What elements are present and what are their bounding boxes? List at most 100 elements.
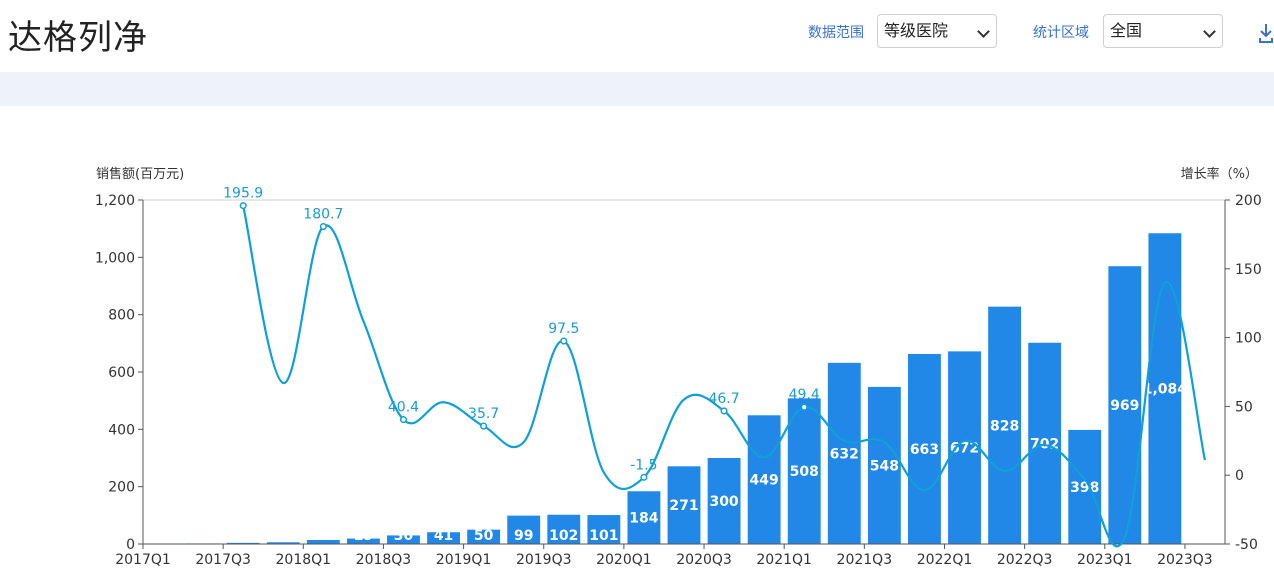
y-right-tick-label: 50	[1235, 399, 1253, 415]
growth-label: -1.5	[630, 457, 657, 473]
bar-label: 99	[514, 528, 533, 544]
bar-2021Q4	[908, 353, 941, 544]
bar-label: 632	[830, 446, 859, 462]
bar-2018Q3	[387, 535, 420, 544]
bar-2022Q1	[948, 351, 981, 544]
bar-2019Q2	[507, 515, 541, 544]
growth-label: 195.9	[223, 186, 263, 202]
y-left-tick-label: 1,200	[95, 193, 135, 209]
x-tick-label: 2020Q3	[676, 552, 732, 568]
x-tick-label: 2022Q1	[917, 552, 973, 568]
x-tick-label: 2021Q1	[756, 552, 812, 568]
bar-2020Q2	[667, 466, 701, 544]
bar-label: 50	[474, 528, 494, 544]
region-label: 统计区域	[1033, 25, 1089, 41]
x-tick-label: 2018Q3	[356, 552, 412, 568]
growth-label: 35.7	[468, 406, 499, 422]
bar-2021Q2	[827, 362, 861, 544]
bar-2019Q4	[587, 515, 621, 544]
bar-label: 41	[434, 528, 453, 544]
bar-2019Q3	[547, 514, 581, 544]
x-tick-label: 2023Q1	[1077, 552, 1133, 568]
chevron-down-icon	[1203, 25, 1216, 38]
bar-label: 1,084	[1143, 382, 1188, 398]
bar-label: 300	[709, 494, 738, 510]
y-right-tick-label: 0	[1235, 468, 1244, 484]
y-left-tick-label: 1,000	[95, 250, 135, 266]
bar-2021Q3	[867, 386, 901, 544]
x-tick-label: 2019Q1	[436, 552, 492, 568]
bar-label: 398	[1070, 480, 1099, 496]
growth-point	[640, 473, 648, 481]
bar-2022Q3	[1028, 342, 1062, 544]
y-left-tick-label: 600	[108, 365, 135, 381]
x-tick-label: 2023Q3	[1157, 552, 1213, 568]
growth-label: 46.7	[708, 391, 739, 407]
download-icon[interactable]	[1258, 22, 1274, 44]
y-right-tick-label: 150	[1235, 262, 1262, 278]
y-axis-right-title: 增长率（%）	[1181, 166, 1258, 182]
y-axis-left-title: 销售额(百万元)	[96, 166, 184, 182]
growth-point	[720, 407, 728, 415]
bar-2022Q4	[1068, 429, 1102, 544]
bar-label: 449	[750, 473, 779, 489]
y-left-tick-label: 200	[108, 480, 135, 496]
x-tick-label: 2017Q3	[195, 552, 251, 568]
y-left-tick-label: 400	[108, 422, 135, 438]
bar-2017Q4	[266, 542, 300, 544]
growth-label: 180.7	[303, 207, 343, 223]
bar-label: 102	[549, 528, 578, 544]
bar-2017Q3	[226, 542, 260, 544]
data-range-value: 等级医院	[884, 21, 949, 40]
sales-chart: 销售额(百万元) 增长率（%） 0 200 400 600 800 1,000 1,200 -50…	[95, 166, 1262, 568]
y-right-tick-label: 200	[1235, 193, 1262, 209]
growth-point	[319, 223, 327, 231]
x-tick-label: 2017Q1	[115, 552, 171, 568]
page-title: 达格列净	[8, 18, 148, 58]
bar-2018Q2	[346, 538, 380, 544]
chevron-down-icon	[977, 25, 990, 38]
bar-2020Q3	[707, 458, 741, 544]
bar-2023Q1	[1108, 266, 1142, 544]
bar-label: 271	[669, 498, 698, 514]
bar-2020Q1	[627, 491, 661, 544]
data-range-label: 数据范围	[808, 25, 864, 41]
bar-label: 828	[990, 418, 1019, 434]
bar-label: 30	[394, 528, 414, 544]
filter-band	[0, 72, 1274, 106]
y-left-tick-label: 800	[108, 308, 135, 324]
y-right-tick-label: -50	[1235, 537, 1258, 553]
bar-2019Q1	[467, 529, 501, 544]
data-range-select[interactable]: 等级医院	[877, 14, 997, 48]
y-left-tick-label: 0	[126, 537, 135, 553]
bar-label: 101	[589, 528, 618, 544]
bar-label: 19	[354, 528, 373, 544]
growth-point	[560, 337, 568, 345]
bar-label: 548	[870, 458, 899, 474]
bar-label: 663	[910, 442, 939, 458]
growth-point	[239, 202, 247, 210]
bar-2023Q2	[1148, 233, 1182, 544]
bar-label: 14	[314, 528, 334, 544]
growth-point	[480, 422, 488, 430]
bar-label: 184	[629, 511, 658, 527]
bar-2020Q4	[747, 415, 781, 544]
y-right-tick-label: 100	[1235, 331, 1262, 347]
bar-label: 969	[1110, 398, 1139, 414]
header: 达格列净 数据范围 等级医院 统计区域 全国	[0, 0, 1274, 70]
x-tick-label: 2021Q3	[837, 552, 893, 568]
growth-label: 49.4	[789, 387, 820, 403]
growth-rate-line	[242, 205, 1207, 548]
region-value: 全国	[1110, 21, 1143, 40]
x-tick-label: 2022Q3	[997, 552, 1053, 568]
growth-point	[399, 416, 408, 424]
bar-2022Q2	[988, 306, 1022, 544]
bar-label: 508	[790, 464, 819, 480]
growth-label: 97.5	[548, 321, 579, 337]
x-tick-label: 2020Q1	[596, 552, 652, 568]
x-tick-label: 2019Q3	[516, 552, 572, 568]
bar-2021Q1	[787, 398, 821, 544]
growth-point	[800, 403, 808, 411]
region-select[interactable]: 全国	[1103, 14, 1223, 48]
growth-label: 40.4	[388, 400, 419, 416]
